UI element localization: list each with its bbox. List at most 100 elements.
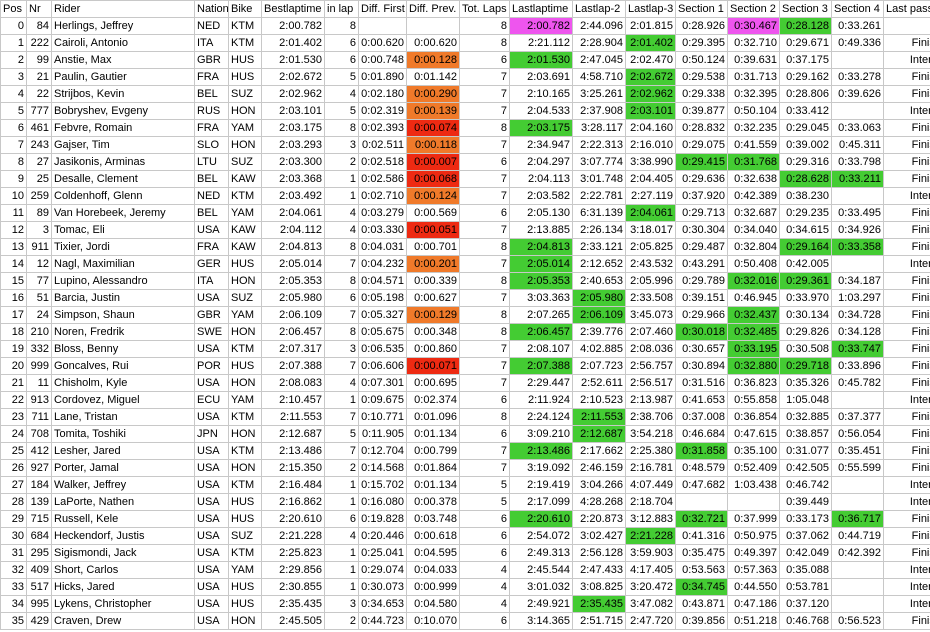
table-row[interactable]: 33 517 Hicks, Jared USA HUS 2:30.855 1 0:30.073…: [0, 578, 930, 596]
cell-bestlaptime: 2:03.492: [261, 187, 325, 205]
cell-diff-first: 0:00.620: [358, 34, 407, 52]
cell-lastlap-3: 2:03.101: [625, 102, 676, 120]
col-bestlaptime[interactable]: Bestlaptime: [261, 0, 325, 18]
cell-diff-prev: 0:00.068: [406, 170, 460, 188]
col-last-passing[interactable]: Last passing: [883, 0, 930, 18]
cell-lastlap-2: 2:39.776: [572, 323, 626, 341]
cell-section-1: 0:31.858: [675, 442, 728, 460]
cell-lastlap-3: 2:38.706: [625, 408, 676, 426]
cell-diff-first: 0:05.675: [358, 323, 407, 341]
table-row[interactable]: 5 777 Bobryshev, Evgeny RUS HON 2:03.101 5 0:02…: [0, 102, 930, 120]
table-row[interactable]: 10 259 Coldenhoff, Glenn NED KTM 2:03.492 1 0:0…: [0, 187, 930, 205]
cell-section-4: [831, 578, 884, 596]
cell-lastlaptime: 2:13.885: [509, 221, 573, 239]
col-diff-first[interactable]: Diff. First: [358, 0, 407, 18]
col-pos[interactable]: Pos: [0, 0, 27, 18]
cell-lastlap-2: 2:56.128: [572, 544, 626, 562]
col-bike[interactable]: Bike: [228, 0, 262, 18]
table-row[interactable]: 20 999 Goncalves, Rui POR HUS 2:07.388 7 0:06.6…: [0, 357, 930, 375]
table-row[interactable]: 6 461 Febvre, Romain FRA YAM 2:03.175 8 0:02.39…: [0, 119, 930, 137]
table-row[interactable]: 27 184 Walker, Jeffrey USA KTM 2:16.484 1 0:15.…: [0, 476, 930, 494]
table-row[interactable]: 26 927 Porter, Jamal USA HON 2:15.350 2 0:14.56…: [0, 459, 930, 477]
col-lastlap-2[interactable]: Lastlap-2: [572, 0, 626, 18]
cell-nation: ECU: [194, 391, 229, 409]
cell-rider: Hicks, Jared: [51, 578, 195, 596]
table-row[interactable]: 2 99 Anstie, Max GBR HUS 2:01.530 6 0:00.748 0:0…: [0, 51, 930, 69]
cell-in-lap: 6: [324, 510, 359, 528]
table-row[interactable]: 4 22 Strijbos, Kevin BEL SUZ 2:02.962 4 0:02.18…: [0, 85, 930, 103]
col-in-lap[interactable]: in lap: [324, 0, 359, 18]
col-nation[interactable]: Nation: [194, 0, 229, 18]
cell-section-1: 0:29.789: [675, 272, 728, 290]
table-row[interactable]: 0 84 Herlings, Jeffrey NED KTM 2:00.782 8 8 2:00…: [0, 17, 930, 35]
cell-lastlaptime: 3:19.092: [509, 459, 573, 477]
cell-lastlap-3: 2:47.720: [625, 612, 676, 630]
table-row[interactable]: 1 222 Cairoli, Antonio ITA KTM 2:01.402 6 0:00.…: [0, 34, 930, 52]
table-row[interactable]: 28 139 LaPorte, Nathen USA HUS 2:16.862 1 0:16.…: [0, 493, 930, 511]
col-diff-prev[interactable]: Diff. Prev.: [406, 0, 460, 18]
cell-last-passing: Inter 3: [883, 51, 930, 69]
table-row[interactable]: 3 21 Paulin, Gautier FRA HUS 2:02.672 5 0:01.89…: [0, 68, 930, 86]
col-section-1[interactable]: Section 1: [675, 0, 728, 18]
col-nr[interactable]: Nr: [26, 0, 52, 18]
cell-lastlap-2: 2:05.980: [572, 289, 626, 307]
table-row[interactable]: 35 429 Craven, Drew USA HON 2:45.505 2 0:44.723…: [0, 612, 930, 630]
table-row[interactable]: 15 77 Lupino, Alessandro ITA HON 2:05.353 8 0:0…: [0, 272, 930, 290]
cell-lastlap-2: 2:47.433: [572, 561, 626, 579]
cell-lastlaptime: 2:21.112: [509, 34, 573, 52]
table-row[interactable]: 17 24 Simpson, Shaun GBR YAM 2:06.109 7 0:05.32…: [0, 306, 930, 324]
col-rider[interactable]: Rider: [51, 0, 195, 18]
cell-section-3: 0:42.005: [779, 255, 832, 273]
cell-lastlap-2: 2:11.553: [572, 408, 626, 426]
col-lastlaptime[interactable]: Lastlaptime: [509, 0, 573, 18]
cell-bestlaptime: 2:16.484: [261, 476, 325, 494]
table-row[interactable]: 12 3 Tomac, Eli USA KAW 2:04.112 4 0:03.330 0:00…: [0, 221, 930, 239]
table-row[interactable]: 16 51 Barcia, Justin USA SUZ 2:05.980 6 0:05.19…: [0, 289, 930, 307]
table-row[interactable]: 22 913 Cordovez, Miguel ECU YAM 2:10.457 1 0:09…: [0, 391, 930, 409]
table-row[interactable]: 21 11 Chisholm, Kyle USA HON 2:08.083 4 0:07.30…: [0, 374, 930, 392]
table-row[interactable]: 34 995 Lykens, Christopher USA HUS 2:35.435 3 0…: [0, 595, 930, 613]
cell-diff-first: 0:19.828: [358, 510, 407, 528]
table-row[interactable]: 7 243 Gajser, Tim SLO HON 2:03.293 3 0:02.511 0:…: [0, 136, 930, 154]
table-row[interactable]: 23 711 Lane, Tristan USA KTM 2:11.553 7 0:10.77…: [0, 408, 930, 426]
cell-pos: 28: [0, 493, 27, 511]
table-row[interactable]: 11 89 Van Horebeek, Jeremy BEL YAM 2:04.061 4 0…: [0, 204, 930, 222]
cell-last-passing: Finish: [883, 425, 930, 443]
cell-lastlap-2: 2:51.715: [572, 612, 626, 630]
table-row[interactable]: 25 412 Lesher, Jared USA KTM 2:13.486 7 0:12.70…: [0, 442, 930, 460]
table-row[interactable]: 18 210 Noren, Fredrik SWE HON 2:06.457 8 0:05.6…: [0, 323, 930, 341]
cell-section-1: 0:37.920: [675, 187, 728, 205]
cell-nr: 21: [26, 68, 52, 86]
cell-section-4: 0:33.798: [831, 153, 884, 171]
cell-bestlaptime: 2:00.782: [261, 17, 325, 35]
col-section-4[interactable]: Section 4: [831, 0, 884, 18]
table-row[interactable]: 30 684 Heckendorf, Justis USA SUZ 2:21.228 4 0:…: [0, 527, 930, 545]
cell-bike: KAW: [228, 238, 262, 256]
cell-section-3: 0:38.857: [779, 425, 832, 443]
cell-section-1: 0:32.721: [675, 510, 728, 528]
table-row[interactable]: 13 911 Tixier, Jordi FRA KAW 2:04.813 8 0:04.03…: [0, 238, 930, 256]
table-row[interactable]: 31 295 Sigismondi, Jack USA KTM 2:25.823 1 0:25…: [0, 544, 930, 562]
col-lastlap-3[interactable]: Lastlap-3: [625, 0, 676, 18]
cell-pos: 8: [0, 153, 27, 171]
cell-diff-first: 0:04.031: [358, 238, 407, 256]
cell-section-1: 0:41.653: [675, 391, 728, 409]
col-section-3[interactable]: Section 3: [779, 0, 832, 18]
table-row[interactable]: 24 708 Tomita, Toshiki JPN HON 2:12.687 5 0:11.…: [0, 425, 930, 443]
table-row[interactable]: 9 25 Desalle, Clement BEL KAW 2:03.368 1 0:02.5…: [0, 170, 930, 188]
cell-pos: 7: [0, 136, 27, 154]
col-section-2[interactable]: Section 2: [727, 0, 780, 18]
cell-bestlaptime: 2:04.813: [261, 238, 325, 256]
cell-rider: Lupino, Alessandro: [51, 272, 195, 290]
table-row[interactable]: 29 715 Russell, Kele USA HUS 2:20.610 6 0:19.82…: [0, 510, 930, 528]
table-row[interactable]: 8 27 Jasikonis, Arminas LTU SUZ 2:03.300 2 0:02…: [0, 153, 930, 171]
cell-last-passing: Finish: [883, 408, 930, 426]
cell-diff-prev: 0:00.128: [406, 51, 460, 69]
col-tot-laps[interactable]: Tot. Laps: [459, 0, 510, 18]
table-row[interactable]: 32 409 Short, Carlos USA YAM 2:29.856 1 0:29.07…: [0, 561, 930, 579]
cell-tot-laps: 6: [459, 425, 510, 443]
cell-section-4: 0:34.128: [831, 323, 884, 341]
cell-diff-prev: 0:01.096: [406, 408, 460, 426]
table-row[interactable]: 14 12 Nagl, Maximilian GER HUS 2:05.014 7 0:04.…: [0, 255, 930, 273]
table-row[interactable]: 19 332 Bloss, Benny USA KTM 2:07.317 3 0:06.535…: [0, 340, 930, 358]
